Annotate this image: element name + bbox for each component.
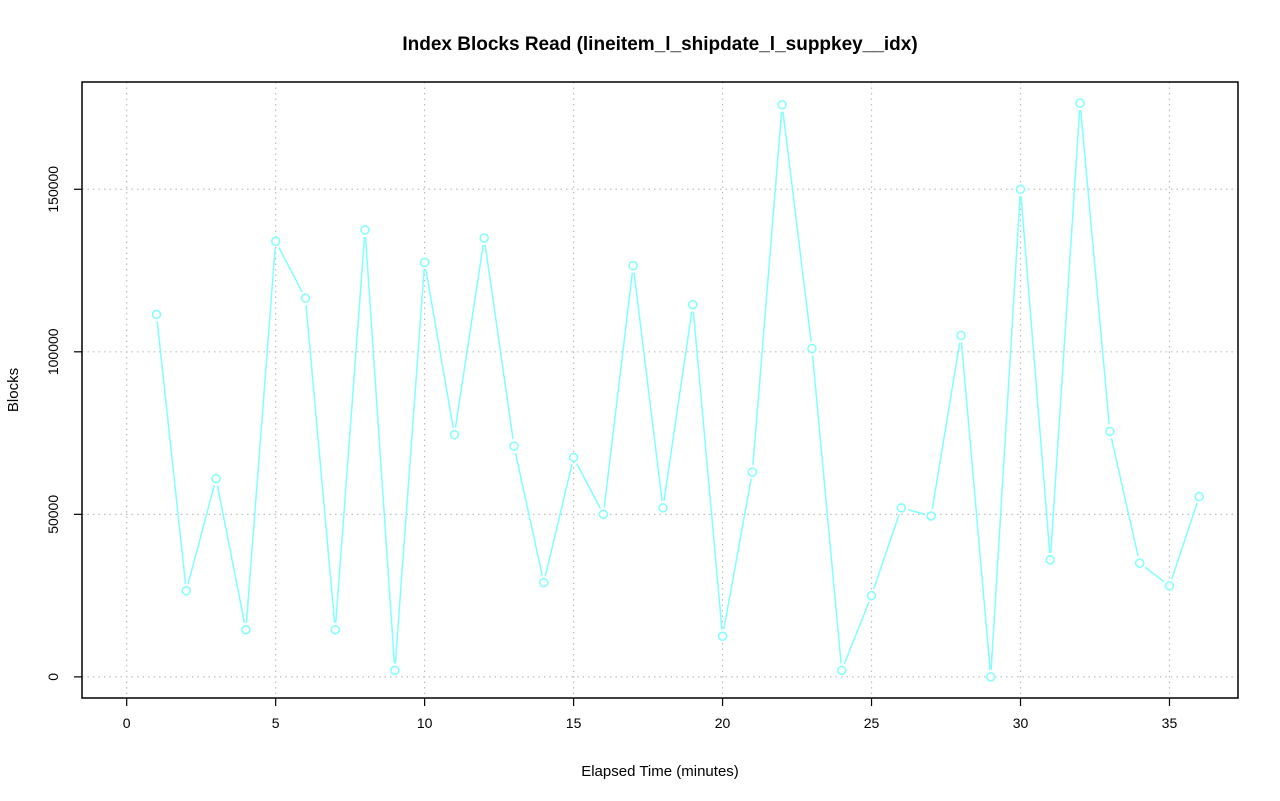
plot-frame [81, 81, 1239, 699]
x-tick-label: 25 [864, 715, 880, 731]
series-segment [1144, 566, 1165, 583]
series-segment [364, 236, 396, 664]
data-point [241, 624, 251, 635]
data-point [807, 343, 817, 354]
series-segment [723, 478, 752, 630]
y-axis-label: Blocks [5, 368, 22, 412]
series-segment [1110, 438, 1139, 557]
data-point [985, 672, 996, 682]
series-segment [603, 272, 634, 508]
grid-lines [82, 82, 1238, 698]
chart-title: Index Blocks Read (lineitem_l_shipdate_l… [402, 34, 917, 55]
series-segment [454, 244, 484, 428]
data-point [1015, 184, 1026, 195]
x-tick-label: 15 [566, 715, 582, 731]
data-point [777, 100, 787, 110]
data-point [896, 503, 907, 513]
series-segment [633, 272, 663, 501]
y-tick-label: 100000 [45, 328, 61, 375]
data-point [658, 503, 668, 513]
series-segment [811, 355, 842, 664]
y-tick-label: 50000 [45, 495, 61, 534]
series-segment [990, 196, 1021, 670]
data-point [151, 309, 162, 320]
data-point [836, 665, 847, 676]
data-point [628, 260, 638, 271]
series-segment [907, 508, 925, 515]
x-tick-label: 0 [123, 715, 131, 731]
data-point [1194, 491, 1205, 502]
x-tick-label: 35 [1162, 715, 1178, 731]
series-segment [960, 342, 991, 670]
data-point [866, 590, 877, 601]
data-point [419, 257, 430, 268]
data-point [509, 441, 519, 451]
data-point [1134, 558, 1145, 568]
series-segment [782, 111, 812, 342]
series-segment [425, 269, 454, 428]
data-point [598, 509, 609, 520]
series-segment [576, 463, 601, 509]
axes: 0 5 10 15 20 25 30 35 0 50000 100000 150000 [45, 166, 1177, 731]
x-axis-label: Elapsed Time (minutes) [581, 763, 739, 780]
x-tick-label: 10 [417, 715, 433, 731]
data-point [1105, 426, 1115, 437]
data-point [1164, 581, 1175, 591]
data-point [539, 577, 549, 588]
data-point [717, 631, 728, 641]
series-segment [514, 452, 544, 576]
series-layer [151, 98, 1205, 682]
data-point [956, 330, 966, 341]
data-point [211, 473, 221, 484]
series-segment [752, 111, 783, 466]
y-tick-label: 150000 [45, 166, 61, 213]
y-tick-label: 0 [45, 673, 61, 681]
series-segment [931, 342, 961, 510]
series-segment [843, 601, 870, 665]
series-segment [1079, 110, 1111, 425]
data-point [479, 233, 489, 243]
data-point [330, 624, 340, 635]
data-point [1075, 98, 1085, 108]
data-point [688, 299, 698, 310]
data-point [300, 293, 311, 303]
series-segment [692, 311, 723, 630]
series-segment [1050, 110, 1081, 553]
data-point [926, 511, 936, 521]
data-point [1045, 555, 1056, 565]
series-segment [1020, 196, 1051, 553]
series-segment [156, 321, 187, 584]
series-segment [187, 485, 215, 585]
data-point [449, 429, 460, 440]
data-point [568, 452, 579, 463]
series-segment [663, 311, 693, 502]
series-segment [544, 464, 573, 576]
series-segment [1170, 502, 1198, 580]
x-tick-label: 5 [272, 715, 280, 731]
series-segment [335, 236, 366, 623]
series-segment [245, 248, 276, 623]
series-segment [394, 269, 425, 664]
series-segment [873, 514, 900, 590]
data-point [360, 225, 370, 235]
data-point [270, 236, 281, 247]
data-point [181, 585, 192, 596]
data-point [747, 467, 758, 477]
series-segment [484, 244, 514, 440]
x-tick-label: 20 [715, 715, 731, 731]
x-tick-label: 30 [1013, 715, 1029, 731]
data-point [390, 665, 400, 676]
series-segment [278, 247, 303, 293]
series-segment [305, 305, 336, 623]
series-segment [216, 485, 246, 624]
